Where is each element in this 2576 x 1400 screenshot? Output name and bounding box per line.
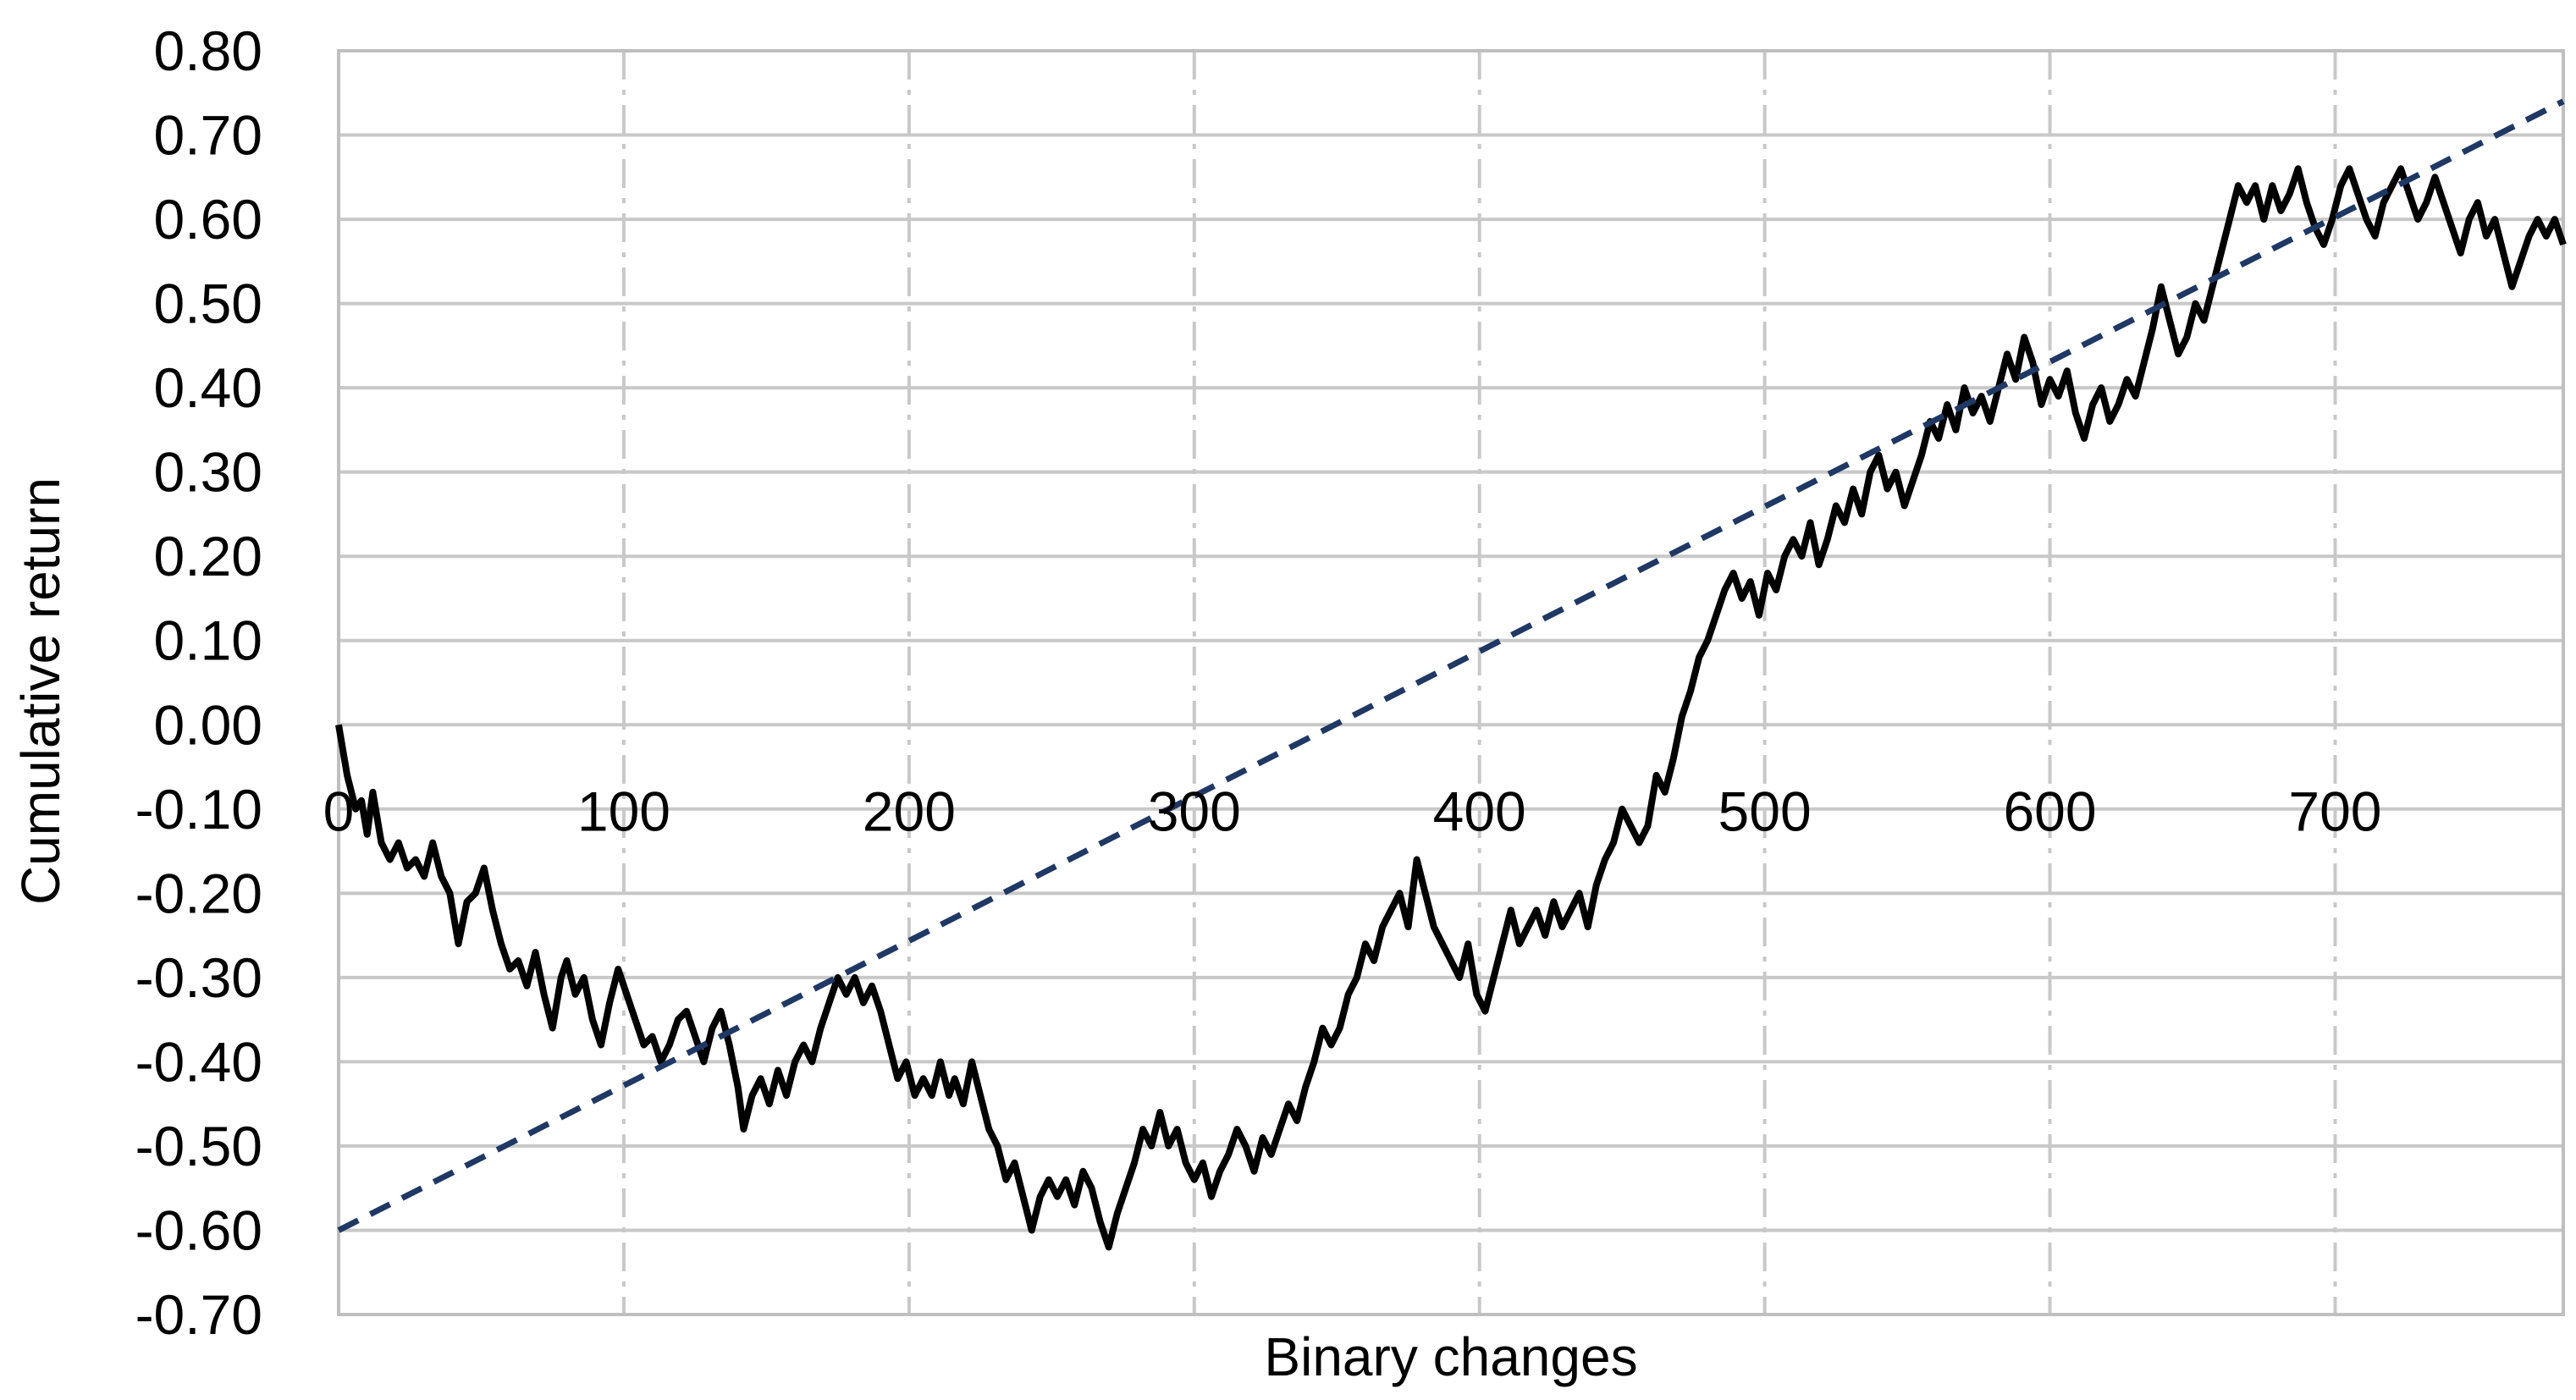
x-tick-label: 500: [1718, 780, 1812, 842]
series-layer: [335, 98, 2567, 1251]
x-axis-title: Binary changes: [1264, 1326, 1637, 1387]
vertical-gridlines: [621, 51, 2337, 1315]
y-axis-title: Cumulative return: [10, 477, 71, 905]
y-tick-label: 0.20: [154, 525, 262, 587]
y-tick-label: -0.60: [135, 1199, 262, 1261]
y-tick-label: 0.80: [154, 19, 262, 82]
y-tick-label: -0.20: [135, 862, 262, 924]
y-tick-label: 0.40: [154, 356, 262, 419]
y-tick-label: -0.10: [135, 778, 262, 841]
plot-area-frame: [337, 49, 2565, 1316]
x-tick-label: 600: [2003, 780, 2096, 842]
x-tick-label: 300: [1148, 780, 1241, 842]
cumulative-return-line: [335, 165, 2567, 1251]
x-tick-label: 0: [323, 780, 355, 842]
y-tick-label: 0.30: [154, 441, 262, 504]
trend-line: [337, 98, 2565, 1233]
y-tick-label: 0.10: [154, 609, 262, 672]
x-tick-label: 700: [2288, 780, 2381, 842]
x-tick-label: 100: [577, 780, 670, 842]
y-tick-label: 0.00: [154, 693, 262, 756]
y-tick-label: -0.70: [135, 1283, 262, 1346]
y-tick-label: 0.70: [154, 104, 262, 167]
x-tick-label: 400: [1433, 780, 1526, 842]
x-axis-tick-labels: 0 100 200 300 400 500 600 700: [323, 780, 2382, 842]
x-tick-label: 200: [863, 780, 956, 842]
y-tick-label: 0.50: [154, 273, 262, 335]
y-tick-label: -0.40: [135, 1030, 262, 1093]
y-tick-label: 0.60: [154, 188, 262, 251]
horizontal-gridlines: [339, 49, 2563, 1316]
y-axis-tick-labels: 0.80 0.70 0.60 0.50 0.40 0.30 0.20 0.10 0.00 -0.1…: [135, 19, 262, 1346]
y-tick-label: -0.50: [135, 1115, 262, 1177]
y-tick-label: -0.30: [135, 946, 262, 1009]
